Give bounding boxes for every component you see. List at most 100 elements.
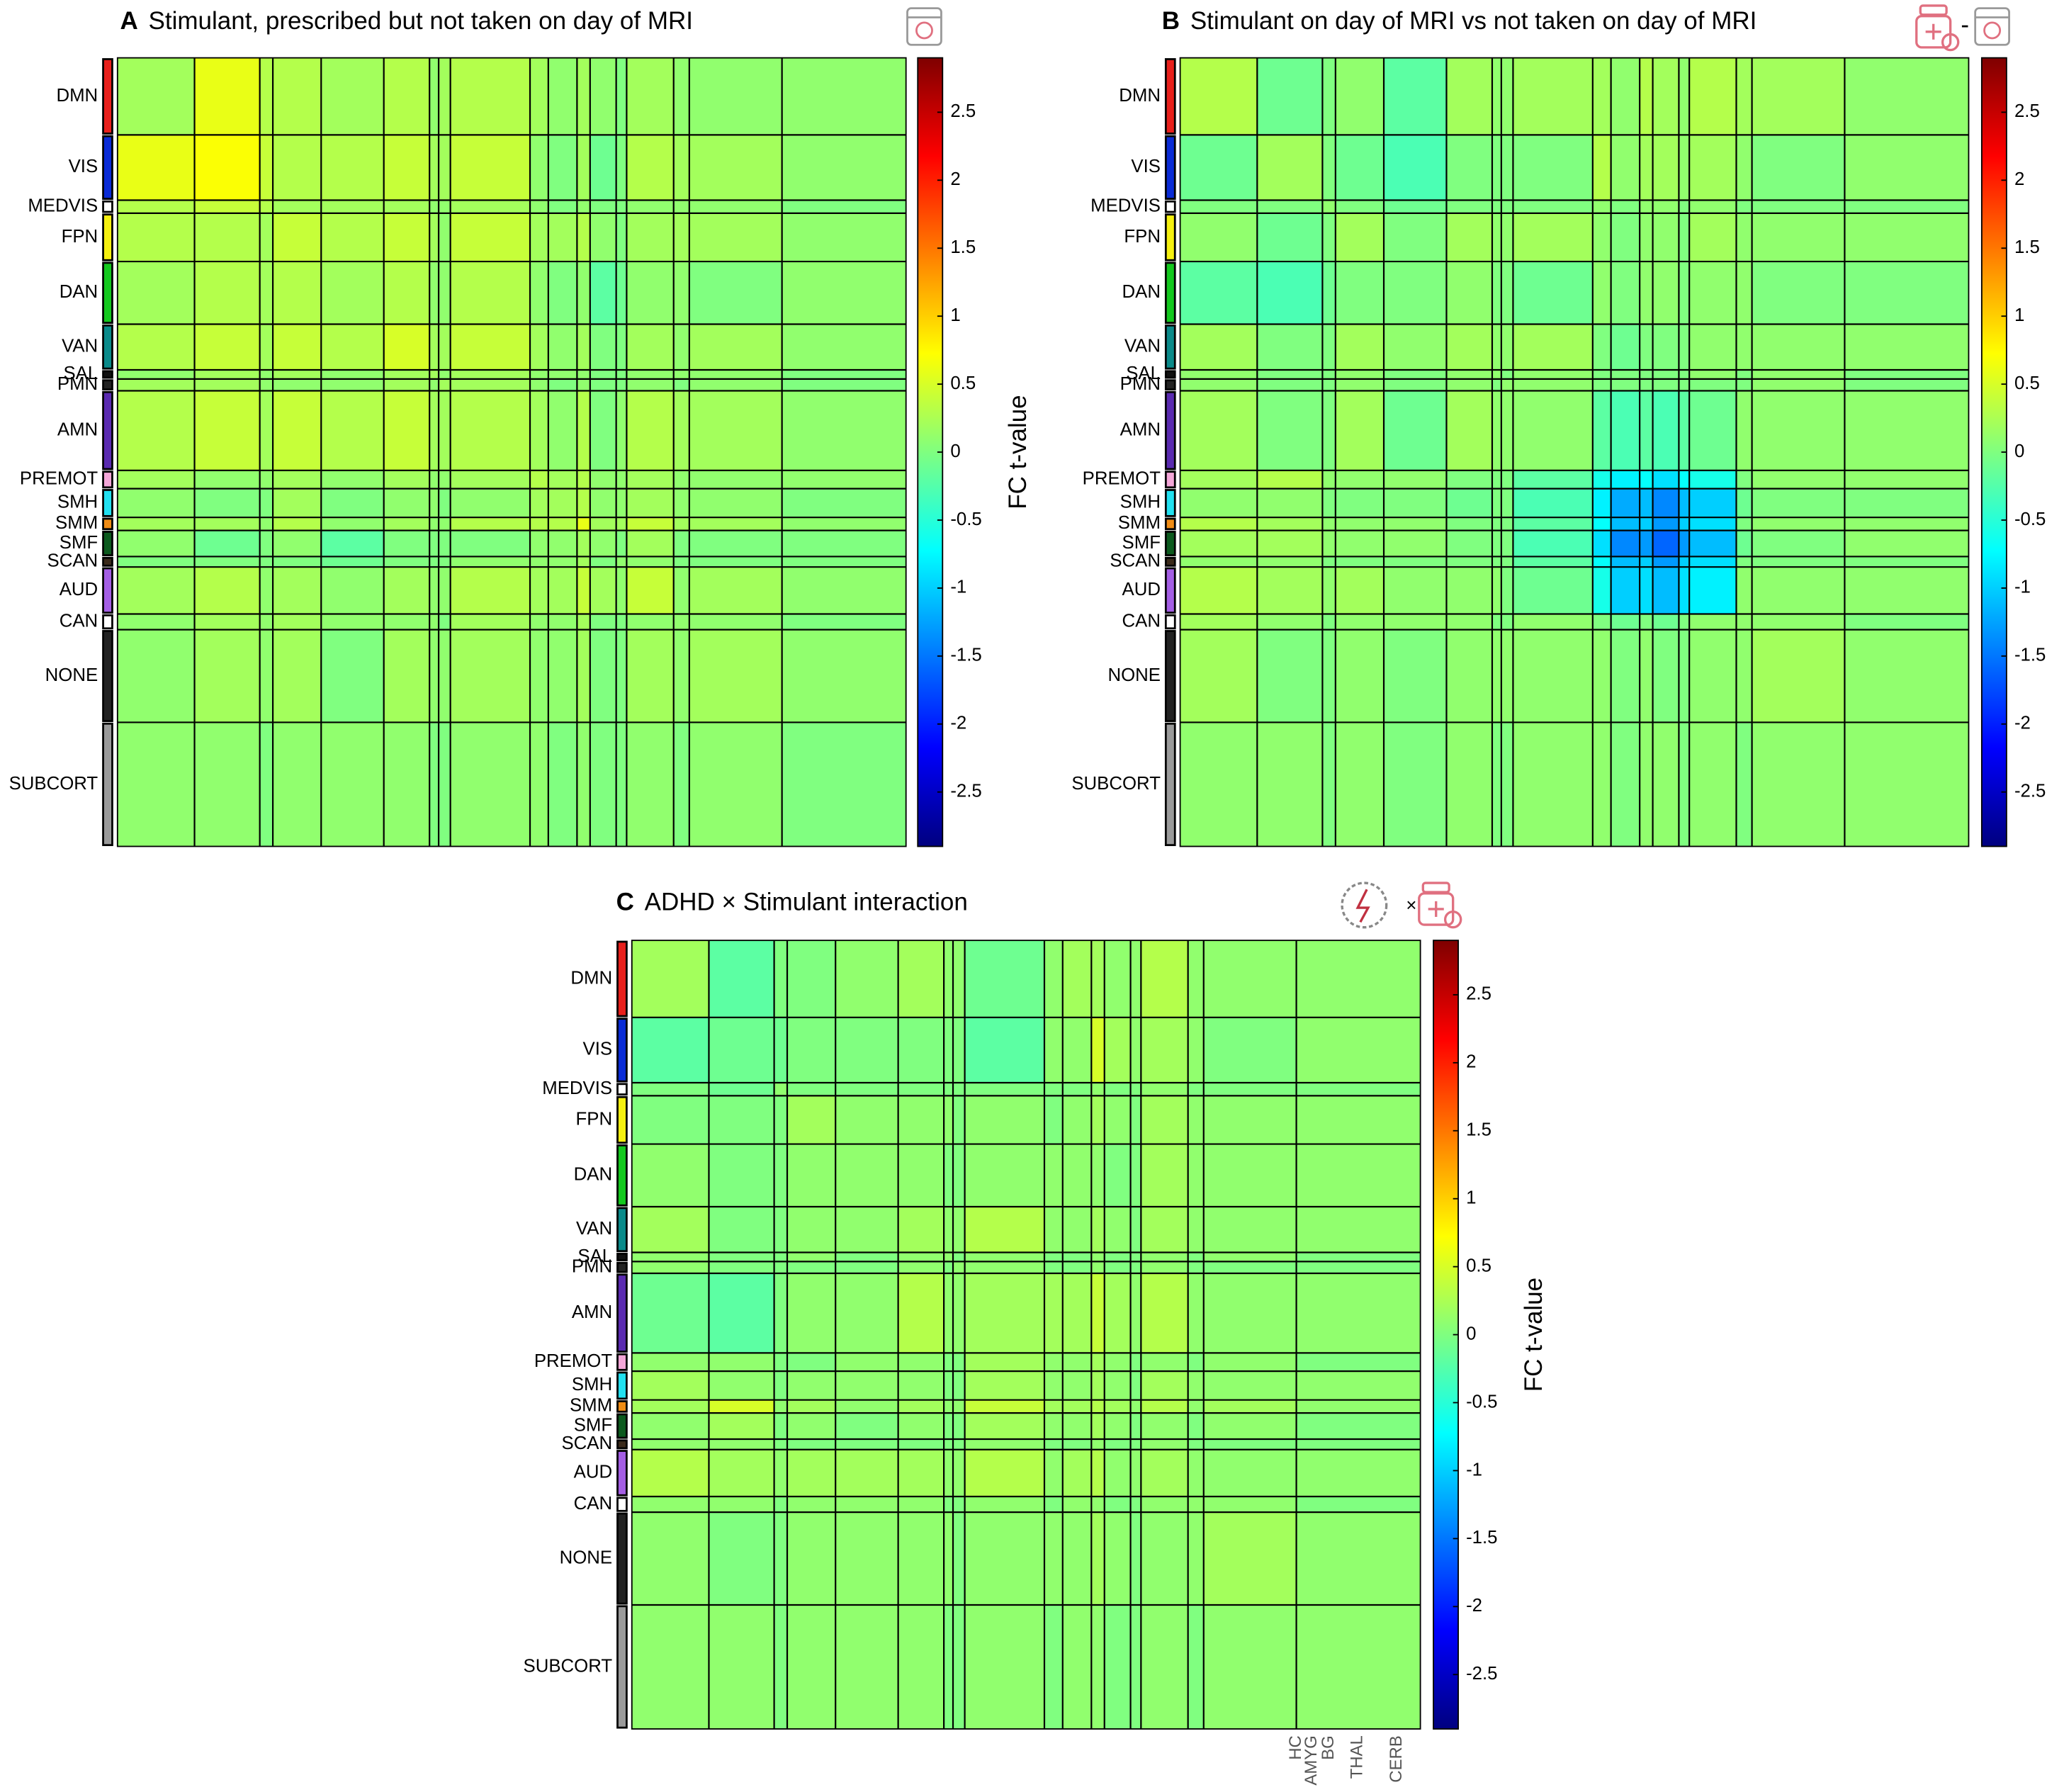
- cell: [1501, 324, 1513, 371]
- cell: [616, 488, 627, 518]
- network-bar: [616, 1083, 628, 1095]
- network-label: SUBCORT: [524, 1656, 613, 1676]
- cell: [1203, 1497, 1297, 1513]
- cell: [774, 1353, 788, 1372]
- cell: [429, 614, 439, 631]
- cell: [1062, 1144, 1092, 1207]
- cell: [1203, 1604, 1297, 1730]
- cell: [953, 1082, 966, 1096]
- cell: [616, 517, 627, 531]
- cell: [1091, 1497, 1105, 1513]
- cell: [631, 1497, 710, 1513]
- cell: [117, 261, 196, 325]
- cell: [1091, 1413, 1105, 1440]
- cell: [964, 1604, 1045, 1730]
- cell: [673, 261, 690, 325]
- network-bar: [102, 390, 113, 470]
- pill-bottle-icon: [1418, 881, 1462, 929]
- network-label: PMN: [1120, 374, 1161, 394]
- cell: [273, 213, 322, 262]
- network-bar: [102, 630, 113, 722]
- cell: [964, 1371, 1045, 1401]
- cell: [1044, 1413, 1064, 1440]
- network-label: PMN: [57, 374, 98, 394]
- cell: [1188, 940, 1205, 1018]
- cell: [1203, 940, 1297, 1018]
- cell: [616, 556, 627, 568]
- cell: [1062, 1413, 1092, 1440]
- cell: [1130, 1252, 1141, 1262]
- cell: [1062, 1497, 1092, 1513]
- colorbar-tick-label: 2: [2014, 169, 2024, 189]
- cell: [1513, 261, 1594, 325]
- cell: [1104, 1604, 1132, 1730]
- cell: [1188, 1604, 1205, 1730]
- cell: [439, 530, 451, 558]
- cell: [1752, 324, 1845, 371]
- network-label: SCAN: [1110, 551, 1161, 571]
- cell: [782, 567, 907, 615]
- cell: [439, 556, 451, 568]
- cell: [787, 1604, 836, 1730]
- cell: [429, 135, 439, 201]
- cell: [1592, 213, 1612, 262]
- network-label: MEDVIS: [1090, 196, 1161, 215]
- cell: [530, 517, 549, 531]
- subcortical-label: HC: [1286, 1735, 1305, 1760]
- cell: [450, 629, 531, 723]
- cell: [1044, 1017, 1064, 1083]
- cell: [117, 722, 196, 847]
- cell: [787, 1512, 836, 1606]
- cell: [673, 488, 690, 518]
- cell: [1180, 722, 1258, 847]
- cell: [439, 200, 451, 214]
- cell: [548, 324, 577, 371]
- cell: [1679, 378, 1690, 392]
- cell: [1679, 556, 1690, 568]
- network-bar: [616, 1512, 628, 1605]
- cell: [383, 135, 430, 201]
- cell: [1640, 324, 1654, 371]
- cell: [782, 556, 907, 568]
- cell: [835, 1399, 899, 1414]
- cell: [787, 1095, 836, 1145]
- cell: [1611, 629, 1640, 723]
- cell: [1752, 57, 1845, 135]
- cell: [321, 57, 385, 135]
- cell: [835, 1273, 899, 1353]
- cell: [1844, 614, 1970, 631]
- cell: [1844, 629, 1970, 723]
- cell: [1296, 1399, 1421, 1414]
- cell: [626, 57, 675, 135]
- cell: [1501, 378, 1513, 392]
- cell: [1592, 614, 1612, 631]
- cell: [1736, 556, 1753, 568]
- network-label: SMM: [55, 513, 98, 533]
- cell: [1592, 629, 1612, 723]
- cell: [1689, 213, 1737, 262]
- cell: [782, 488, 907, 518]
- cell: [782, 378, 907, 392]
- cell: [774, 1371, 788, 1401]
- cell: [1335, 213, 1385, 262]
- cell: [1384, 369, 1448, 380]
- subcortical-label: CERB: [1387, 1735, 1406, 1783]
- network-bar: [616, 940, 628, 1018]
- cell: [1611, 556, 1640, 568]
- network-label: SMH: [572, 1375, 612, 1394]
- cell: [944, 1371, 954, 1401]
- cell: [577, 517, 591, 531]
- cell: [273, 369, 322, 380]
- cell: [530, 378, 549, 392]
- cell: [590, 722, 617, 847]
- cell: [631, 1082, 710, 1096]
- cell: [1130, 1399, 1141, 1414]
- matrix-frame: [631, 940, 1421, 1730]
- cell: [1446, 556, 1493, 568]
- cell: [774, 1261, 788, 1274]
- network-label: SAL: [577, 1246, 612, 1266]
- cell: [631, 1413, 710, 1440]
- cell: [774, 1144, 788, 1207]
- panel-title: A Stimulant, prescribed but not taken on …: [120, 7, 693, 35]
- cell: [590, 629, 617, 723]
